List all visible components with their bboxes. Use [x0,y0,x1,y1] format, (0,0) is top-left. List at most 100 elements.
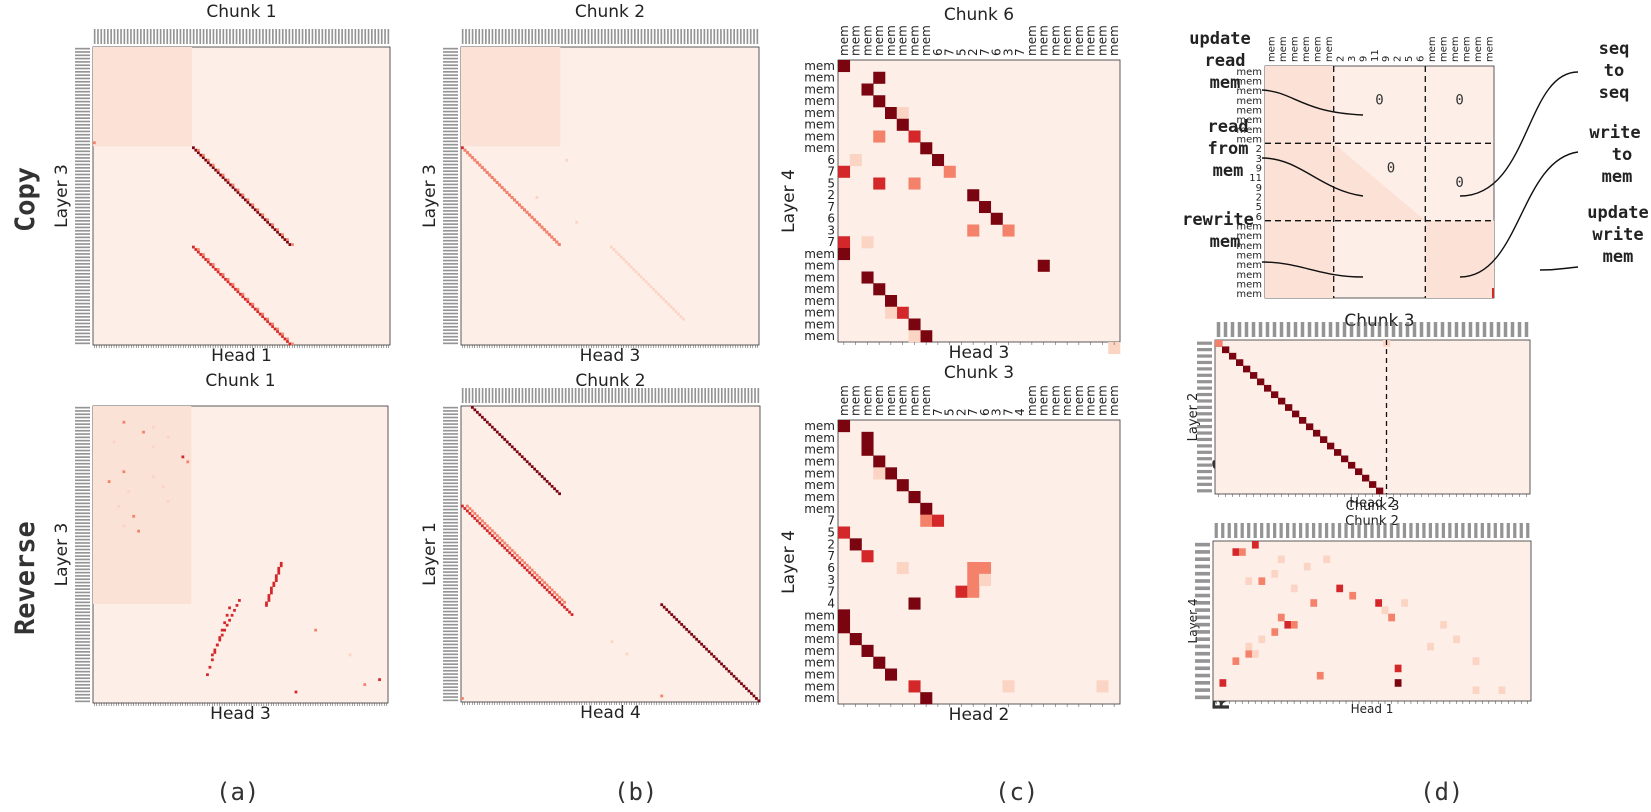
x-tick-label: mem [1084,25,1098,56]
heatmap-cell [990,212,1003,225]
x-tick-label [624,388,627,403]
y-tick-label [443,279,458,282]
y-tick-label [443,541,458,544]
x-tick-label [581,29,583,44]
y-tick-label [75,495,90,498]
heatmap-cell [265,601,268,605]
heatmap-cell [518,203,521,207]
y-tick-label [75,426,90,429]
x-tick-label [146,29,149,44]
x-tick-label: mem [872,385,886,416]
y-tick-label [443,673,458,675]
x-tick-label [1363,523,1368,538]
y-tick-label: mem [804,478,835,492]
heatmap-cell [873,467,886,480]
y-tick-label [443,167,458,169]
heatmap-cell [849,538,862,551]
heatmap-cell [211,263,215,266]
x-tick-label [341,29,343,44]
y-tick-label [443,416,458,419]
y-tick-label [1197,450,1212,454]
x-tick-label: mem [1025,25,1039,56]
y-tick-label [75,167,90,169]
y-tick-label: 9 [1256,183,1262,194]
heatmap-cell [508,546,512,550]
heatmap-cell [498,183,502,187]
y-tick-label [443,229,458,232]
heatmap-cell [221,275,225,279]
heatmap-cell [93,141,96,145]
heatmap-cell [1271,391,1279,399]
chart-title: Chunk 3 [1346,499,1400,514]
y-tick-label [443,544,458,547]
ann-read-from-mem-3: mem [1213,161,1244,181]
heatmap-cell [1292,410,1300,418]
y-tick-label [443,666,458,669]
heatmap-cell [1284,621,1292,629]
heatmap-cell [291,243,294,246]
x-tick-label [587,29,590,44]
heatmap-cell [271,322,274,326]
y-tick-label [443,623,458,626]
x-tick-label [717,388,720,403]
x-tick-label [1405,322,1410,337]
heatmap-cell [510,445,514,449]
x-tick-label [196,29,198,44]
x-tick-label [275,29,277,44]
x-tick-label [1265,322,1270,337]
heatmap-cell [503,188,506,192]
heatmap-cell [281,332,284,336]
x-tick-label [347,29,350,44]
x-tick-label [1324,523,1329,538]
heatmap-cell [979,562,992,575]
x-tick-label [1247,523,1251,538]
heatmap-cell [256,310,260,314]
heatmap-cell [229,183,232,187]
heatmap-cell [920,330,933,343]
heatmap-cell [560,598,564,602]
heatmap-cell [1376,487,1384,495]
y-tick-label [443,452,458,455]
y-tick-label [75,316,90,318]
x-tick-label [1517,322,1522,337]
y-tick-label [1195,637,1210,641]
x-tick-label [130,29,132,44]
x-tick-label [471,388,474,403]
ann-write-to-mem-2: to [1612,145,1632,165]
zero-label: 0 [1375,93,1383,109]
y-tick-label [443,577,458,580]
heatmap-cell [861,550,874,563]
x-tick-label: mem [1290,36,1301,62]
x-tick-label: mem [907,385,921,416]
heatmap-cell [166,435,170,439]
x-tick-label [491,388,494,403]
heatmap-cell [555,593,559,597]
x-tick-label: mem [1025,385,1039,416]
x-tick-label [380,29,383,44]
x-tick-label: mem [919,385,933,416]
y-tick-label [75,133,90,136]
x-tick-label [547,29,550,44]
y-tick-label [75,591,90,594]
y-tick-label: mem [804,490,835,504]
x-tick-label [367,29,370,44]
y-tick-label: 9 [1256,164,1262,175]
x-tick-label [567,29,570,44]
x-tick-label [644,388,647,403]
x-tick-label [1419,322,1424,337]
heatmap-cell [226,280,230,284]
y-tick-label [443,617,458,619]
y-tick-label [1197,405,1212,409]
heatmap-cell [204,158,208,162]
y-tick-label [75,621,90,623]
x-tick-label [647,29,649,44]
x-tick-label [524,388,527,403]
x-tick-label [331,29,334,44]
y-tick-label [75,674,90,676]
y-tick-label: mem [1236,96,1262,107]
heatmap-cell [248,302,252,306]
x-tick-label [734,388,736,403]
x-tick-label: 3 [1347,56,1358,62]
heatmap-cell [241,193,245,197]
y-tick-label [75,509,90,511]
